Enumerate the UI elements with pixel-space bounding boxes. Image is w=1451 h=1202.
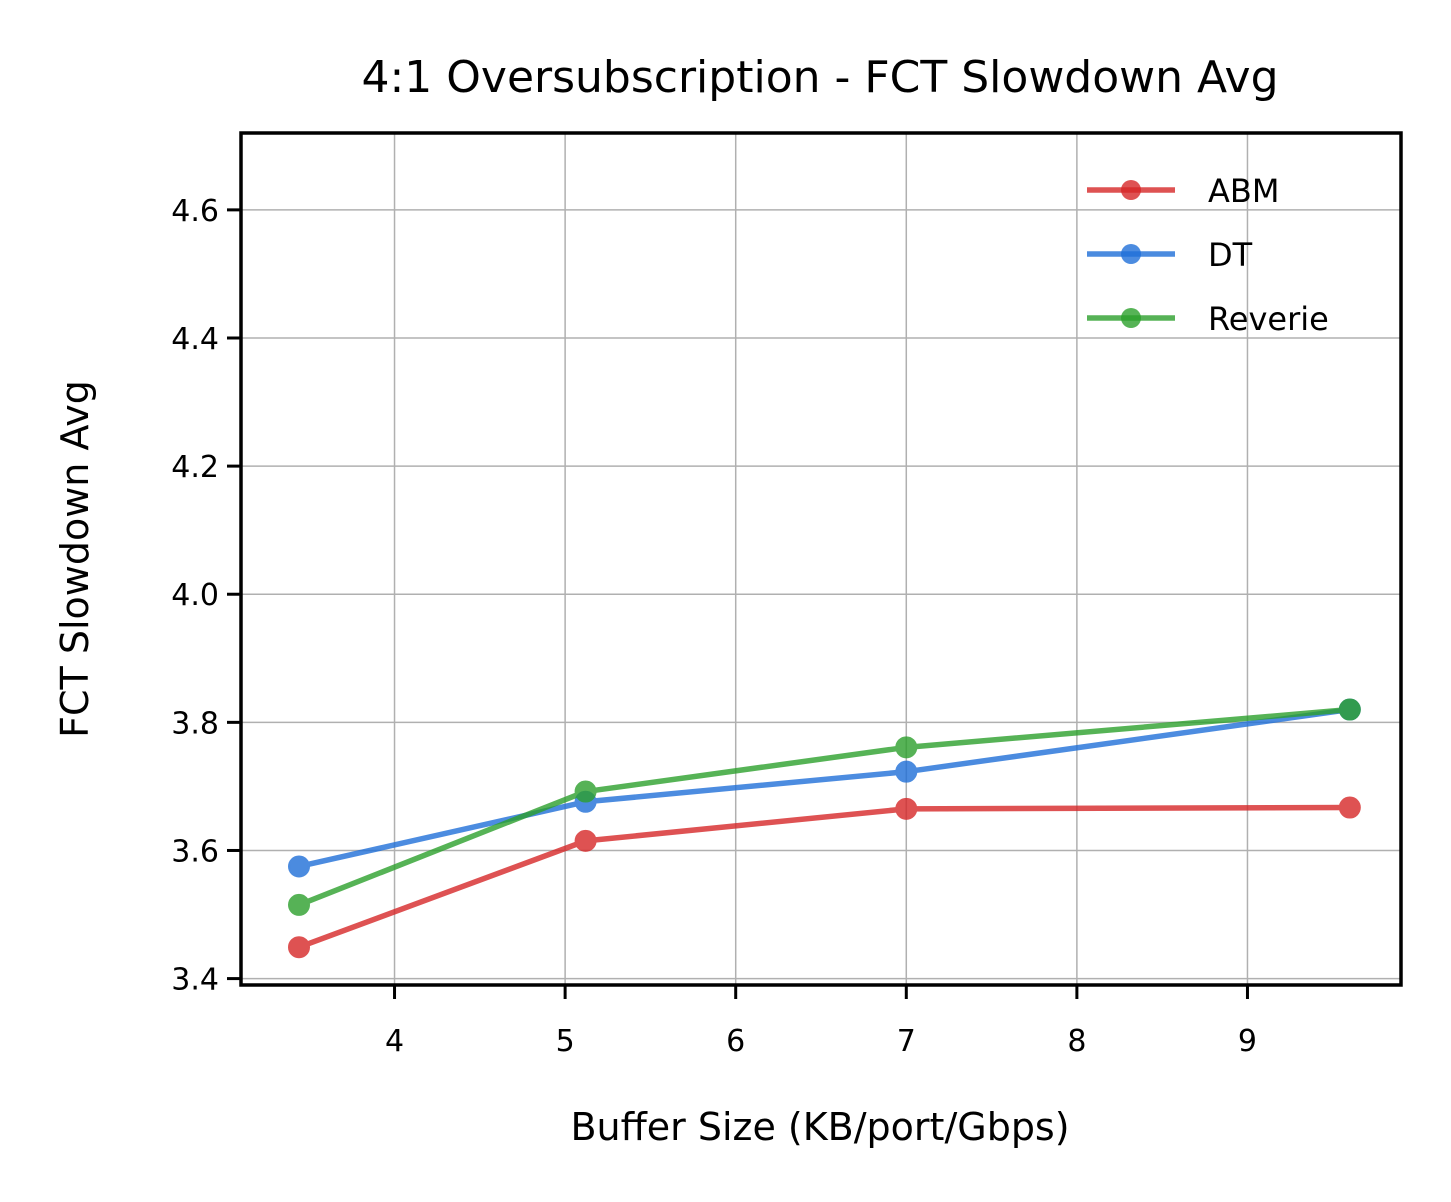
x-tick-label: 7	[897, 1024, 916, 1059]
y-tick-label: 4.2	[171, 450, 219, 485]
series-abm	[288, 796, 1361, 959]
legend-item-abm: ABM	[1087, 172, 1279, 210]
y-axis-label: FCT Slowdown Avg	[53, 380, 97, 738]
data-point-abm	[1338, 796, 1361, 819]
data-point-reverie	[1338, 698, 1361, 721]
legend-marker-abm	[1121, 180, 1141, 200]
data-point-abm	[895, 797, 918, 820]
data-point-dt	[288, 855, 310, 878]
series-line-dt	[298, 706, 1351, 870]
x-axis-label: Buffer Size (KB/port/Gbps)	[570, 1105, 1069, 1149]
data-point-abm	[288, 936, 310, 959]
data-point-reverie	[288, 893, 310, 916]
legend-marker-reverie	[1121, 308, 1141, 328]
y-tick-label: 4.0	[171, 578, 219, 613]
legend-label-reverie: Reverie	[1208, 300, 1329, 338]
x-tick-label: 8	[1067, 1024, 1086, 1059]
data-point-abm	[574, 829, 597, 852]
data-point-reverie	[574, 780, 597, 803]
series-group	[288, 698, 1361, 959]
plot-frame	[239, 131, 1403, 987]
data-point-reverie	[895, 736, 918, 759]
x-tick-label: 4	[385, 1024, 404, 1059]
legend: ABM DT Reverie	[1087, 172, 1329, 338]
x-tick-label: 5	[556, 1024, 575, 1059]
legend-label-abm: ABM	[1208, 172, 1279, 210]
x-tick-label: 6	[726, 1024, 745, 1059]
y-tick-label: 3.6	[171, 834, 219, 869]
series-line-abm	[298, 804, 1350, 950]
chart-title: 4:1 Oversubscription - FCT Slowdown Avg	[361, 52, 1278, 103]
data-point-dt	[895, 760, 918, 783]
x-axis: 4 5 6 7 8 9	[385, 985, 1257, 1059]
y-tick-label: 4.6	[171, 194, 219, 229]
y-tick-label: 3.8	[171, 706, 219, 741]
y-tick-label: 4.4	[171, 322, 219, 357]
legend-item-reverie: Reverie	[1087, 300, 1329, 338]
grid	[241, 133, 1401, 985]
x-tick-label: 9	[1238, 1024, 1257, 1059]
series-reverie	[288, 698, 1361, 916]
y-tick-label: 3.4	[171, 963, 219, 998]
legend-label-dt: DT	[1208, 236, 1253, 274]
series-line-reverie	[297, 706, 1351, 908]
legend-item-dt: DT	[1087, 236, 1253, 274]
y-axis: 3.4 3.6 3.8 4.0 4.2 4.4 4.6	[171, 194, 241, 998]
legend-marker-dt	[1121, 244, 1141, 264]
